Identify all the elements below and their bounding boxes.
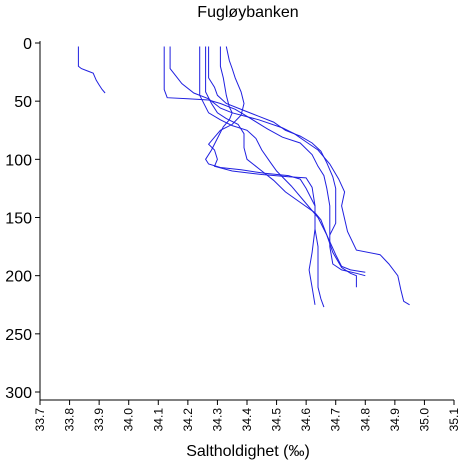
x-tick-label: 34.5 xyxy=(270,408,284,432)
profile-line-8 xyxy=(207,46,316,305)
y-axis: 0 50 100 150 200 250 300 xyxy=(5,36,41,402)
x-tick-label: 34.0 xyxy=(122,408,136,432)
y-tick-label: 300 xyxy=(5,385,32,402)
profile-line-4 xyxy=(199,46,366,273)
x-tick-label: 34.7 xyxy=(329,408,343,432)
profile-line-7 xyxy=(205,46,325,308)
x-axis-title: Saltholdighet (‰) xyxy=(186,443,310,460)
y-tick-label: 250 xyxy=(5,327,32,344)
profile-line-1 xyxy=(77,46,106,94)
x-tick-label: 35.0 xyxy=(417,408,431,432)
y-tick-label: 50 xyxy=(14,94,32,111)
x-tick-label: 34.3 xyxy=(210,408,224,432)
profile-line-2 xyxy=(163,46,366,277)
x-tick-label: 33.7 xyxy=(33,408,47,432)
chart-title: Fugløybanken xyxy=(197,4,298,21)
x-tick-label: 34.4 xyxy=(240,408,254,432)
y-tick-label: 100 xyxy=(5,152,32,169)
x-tick-label: 34.9 xyxy=(388,408,402,432)
y-tick-label: 200 xyxy=(5,269,32,286)
x-tick-label: 35.1 xyxy=(447,408,461,432)
x-tick-label: 33.9 xyxy=(92,408,106,432)
profile-line-5 xyxy=(205,46,357,288)
x-tick-label: 34.2 xyxy=(181,408,195,432)
x-axis: 33.7 33.8 33.9 34.0 34.1 34.2 34.3 34.4 34.5 34.6… xyxy=(33,399,461,432)
profile-line-6 xyxy=(208,46,337,236)
plot-area xyxy=(77,46,410,308)
x-tick-label: 34.1 xyxy=(151,408,165,432)
x-tick-label: 34.6 xyxy=(299,408,313,432)
x-tick-label: 33.8 xyxy=(63,408,77,432)
x-tick-label: 34.8 xyxy=(358,408,372,432)
y-tick-label: 0 xyxy=(23,36,32,53)
y-tick-label: 150 xyxy=(5,211,32,228)
